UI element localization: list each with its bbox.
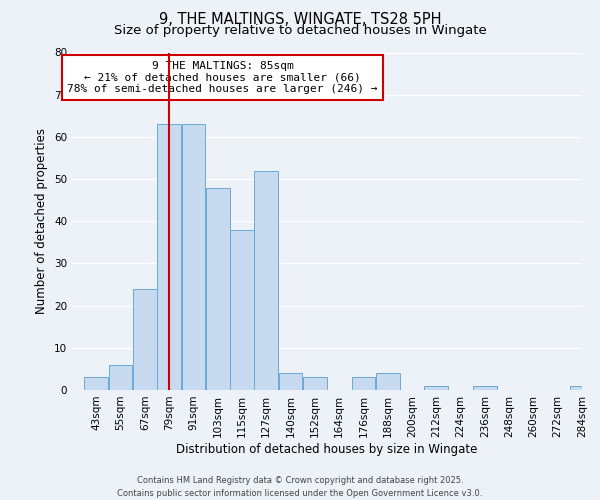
Text: 9 THE MALTINGS: 85sqm
← 21% of detached houses are smaller (66)
78% of semi-deta: 9 THE MALTINGS: 85sqm ← 21% of detached …: [67, 61, 378, 94]
Y-axis label: Number of detached properties: Number of detached properties: [35, 128, 49, 314]
Bar: [157, 124, 181, 390]
X-axis label: Distribution of detached houses by size in Wingate: Distribution of detached houses by size …: [176, 442, 478, 456]
Bar: [230, 230, 254, 390]
Bar: [85, 378, 108, 390]
Bar: [424, 386, 448, 390]
Bar: [303, 378, 327, 390]
Text: Size of property relative to detached houses in Wingate: Size of property relative to detached ho…: [113, 24, 487, 37]
Bar: [570, 386, 594, 390]
Bar: [278, 373, 302, 390]
Bar: [182, 124, 205, 390]
Bar: [254, 170, 278, 390]
Text: 9, THE MALTINGS, WINGATE, TS28 5PH: 9, THE MALTINGS, WINGATE, TS28 5PH: [159, 12, 441, 28]
Text: Contains HM Land Registry data © Crown copyright and database right 2025.
Contai: Contains HM Land Registry data © Crown c…: [118, 476, 482, 498]
Bar: [352, 378, 376, 390]
Bar: [206, 188, 230, 390]
Bar: [109, 364, 133, 390]
Bar: [133, 289, 157, 390]
Bar: [473, 386, 497, 390]
Bar: [376, 373, 400, 390]
